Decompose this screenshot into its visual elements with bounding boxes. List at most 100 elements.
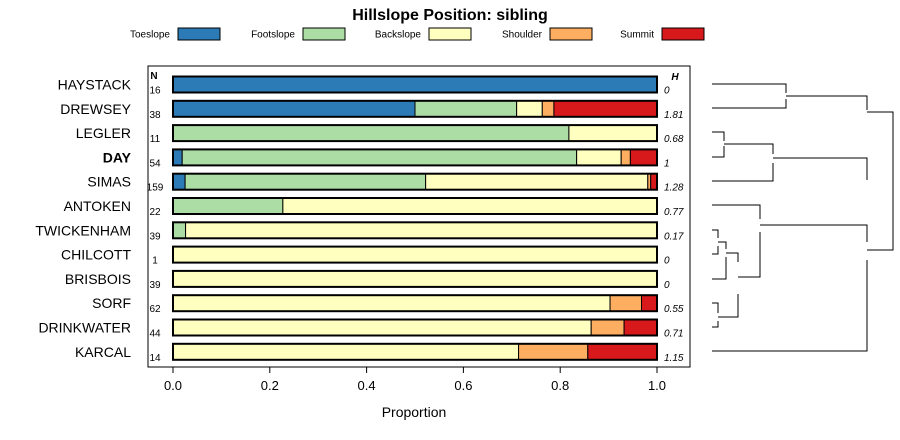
- bar-sorf-shoulder: [609, 294, 643, 312]
- x-tick-label-4: 0.8: [551, 378, 569, 393]
- row-label-drewsey: DREWSEY: [60, 101, 131, 117]
- row-n-chilcott: 1: [152, 256, 158, 267]
- dendrogram-branch-15: [712, 302, 719, 313]
- row-n-day: 54: [149, 158, 161, 169]
- bar-twickenham-footslope: [172, 221, 187, 239]
- legend-label-toeslope: Toeslope: [130, 30, 170, 41]
- dendrogram-branch-2: [786, 95, 868, 110]
- bar-day-footslope: [181, 148, 578, 166]
- dendrogram-branch-0: [712, 83, 787, 93]
- bar-brisbois-backslope: [172, 270, 658, 288]
- row-label-sorf: SORF: [92, 295, 131, 311]
- row-label-twickenham: TWICKENHAM: [35, 222, 131, 238]
- bar-drewsey-shoulder: [541, 100, 555, 118]
- dendrogram-branch-4: [712, 146, 725, 158]
- row-n-sorf: 62: [149, 304, 161, 315]
- bar-haystack-toeslope: [172, 76, 658, 93]
- row-label-brisbois: BRISBOIS: [65, 271, 131, 287]
- bar-simas-footslope: [184, 173, 427, 191]
- bar-antoken-backslope: [282, 197, 658, 215]
- bar-day-toeslope: [172, 148, 183, 166]
- legend-swatch-summit: [661, 27, 705, 41]
- dendrogram: [712, 83, 894, 352]
- bar-sorf-summit: [641, 294, 658, 312]
- bar-legler-backslope: [568, 124, 658, 142]
- row-h-twickenham: 0.17: [664, 231, 684, 242]
- bar-day-shoulder: [620, 148, 631, 166]
- legend-label-summit: Summit: [620, 30, 654, 41]
- bar-karcal-shoulder: [518, 343, 589, 361]
- dendrogram-branch-7: [773, 157, 868, 180]
- row-label-legler: LEGLER: [76, 125, 131, 141]
- row-h-legler: 0.68: [664, 134, 684, 145]
- x-tick-label-2: 0.4: [358, 378, 376, 393]
- bar-drewsey-footslope: [414, 100, 518, 118]
- row-n-karcal: 14: [149, 353, 161, 364]
- row-h-antoken: 0.77: [664, 207, 684, 218]
- bar-outline-drewsey: [172, 99, 658, 118]
- bar-outline-brisbois: [172, 269, 658, 288]
- bar-drewsey-toeslope: [172, 100, 416, 118]
- bar-day-backslope: [576, 148, 622, 166]
- row-label-haystack: HAYSTACK: [58, 77, 132, 93]
- row-label-day: DAY: [103, 149, 132, 165]
- bar-outline-twickenham: [172, 221, 658, 240]
- legend-swatch-toeslope: [177, 27, 221, 41]
- dendrogram-branch-8: [867, 111, 894, 212]
- row-n-simas: 159: [147, 183, 164, 194]
- row-h-drewsey: 1.81: [664, 110, 683, 121]
- row-h-drinkwater: 0.71: [664, 329, 683, 340]
- bar-outline-karcal: [172, 342, 658, 361]
- row-n-haystack: 16: [149, 86, 161, 97]
- row-label-simas: SIMAS: [87, 174, 131, 190]
- x-tick-label-3: 0.6: [454, 378, 472, 393]
- legend: Toeslope Footslope Backslope Shoulder Summit: [130, 27, 705, 41]
- legend-label-backslope: Backslope: [375, 30, 422, 41]
- bar-twickenham-backslope: [185, 221, 658, 239]
- dendrogram-branch-20: [712, 260, 868, 352]
- dendrogram-branch-19: [760, 224, 868, 242]
- bar-outline-drinkwater: [172, 318, 658, 337]
- x-tick-label-1: 0.2: [261, 378, 279, 393]
- bar-outline-haystack: [172, 75, 658, 94]
- row-n-brisbois: 39: [149, 280, 161, 291]
- row-label-antoken: ANTOKEN: [64, 198, 131, 214]
- row-label-drinkwater: DRINKWATER: [38, 320, 131, 336]
- row-n-antoken: 22: [149, 207, 161, 218]
- legend-swatch-backslope: [428, 27, 472, 41]
- bar-day-summit: [629, 148, 658, 166]
- bar-outline-legler: [172, 124, 658, 143]
- legend-swatch-footslope: [302, 27, 346, 41]
- n-column-header: N: [150, 71, 157, 82]
- legend-label-shoulder: Shoulder: [502, 30, 543, 41]
- h-column-header: H: [671, 72, 679, 83]
- bar-chilcott-backslope: [172, 246, 658, 264]
- bar-drewsey-summit: [553, 100, 658, 118]
- x-axis-label: Proportion: [382, 404, 447, 420]
- row-h-chilcott: 0: [664, 256, 670, 267]
- dendrogram-branch-10: [712, 229, 719, 238]
- bar-simas-toeslope: [172, 173, 186, 191]
- bar-outline-antoken: [172, 197, 658, 215]
- bar-outline-simas: [172, 172, 658, 191]
- row-n-drinkwater: 44: [149, 329, 161, 340]
- bar-drinkwater-shoulder: [590, 319, 625, 336]
- dendrogram-branch-12: [718, 241, 727, 249]
- bar-karcal-summit: [587, 343, 658, 361]
- dendrogram-branch-14: [726, 252, 739, 262]
- row-h-simas: 1.28: [664, 183, 684, 194]
- bar-sorf-backslope: [172, 294, 611, 312]
- dendrogram-branch-18: [738, 232, 761, 278]
- bar-karcal-backslope: [172, 343, 520, 361]
- row-n-legler: 11: [150, 134, 161, 145]
- chart-title: Hillslope Position: sibling: [352, 7, 548, 24]
- row-label-karcal: KARCAL: [75, 344, 131, 360]
- row-h-karcal: 1.15: [664, 353, 684, 364]
- dendrogram-branch-17: [718, 294, 739, 318]
- dendrogram-branch-11: [712, 246, 719, 255]
- row-h-haystack: 0: [664, 86, 670, 97]
- x-tick-label-0: 0.0: [164, 378, 182, 393]
- plot-frame: [147, 65, 691, 368]
